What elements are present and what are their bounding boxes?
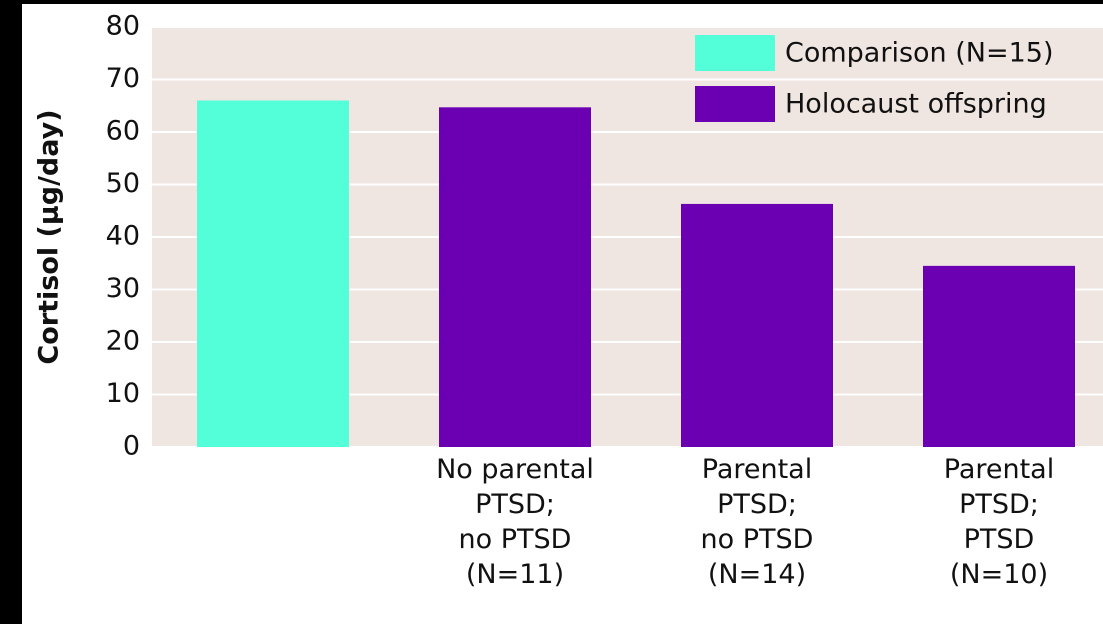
y-tick-label: 80 <box>106 11 140 42</box>
bar <box>681 203 833 447</box>
y-tick-label: 10 <box>106 378 140 409</box>
x-tick-label: Parental PTSD; PTSD (N=10) <box>944 454 1054 590</box>
y-tick-label: 0 <box>123 431 140 462</box>
y-tick-label: 60 <box>106 116 140 147</box>
y-tick-label: 50 <box>106 168 140 199</box>
bar <box>439 107 591 447</box>
bar <box>197 100 349 447</box>
y-tick-label: 20 <box>106 326 140 357</box>
x-tick-label: No parental PTSD; no PTSD (N=11) <box>436 454 594 590</box>
frame-top <box>0 0 1103 4</box>
frame-left <box>0 0 22 624</box>
x-tick-label: Parental PTSD; no PTSD (N=14) <box>701 454 814 590</box>
legend-label: Holocaust offspring <box>785 89 1047 120</box>
legend-label: Comparison (N=15) <box>785 38 1053 69</box>
y-axis-label: Cortisol (µg/day) <box>34 109 65 364</box>
y-tick-label: 70 <box>106 63 140 94</box>
y-tick-label: 30 <box>106 273 140 304</box>
legend-swatch <box>695 35 775 71</box>
legend-swatch <box>695 86 775 122</box>
bar <box>923 265 1075 447</box>
y-tick-label: 40 <box>106 221 140 252</box>
